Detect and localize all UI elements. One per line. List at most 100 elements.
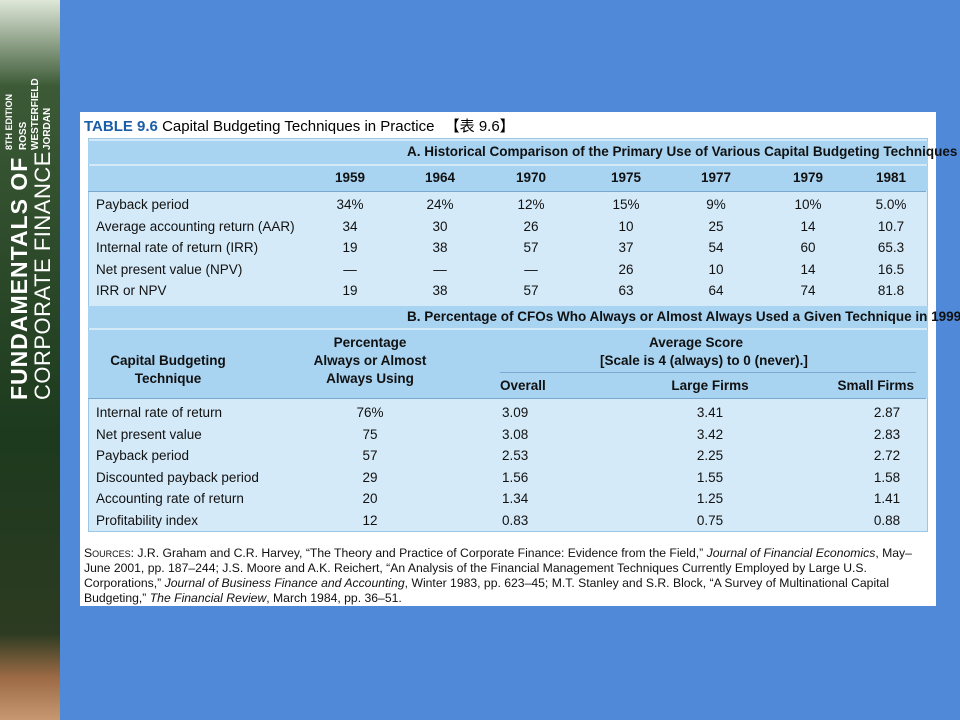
year-header: 1970: [515, 170, 547, 185]
sources-text: J.R. Graham and C.R. Harvey, “The Theory…: [134, 546, 707, 560]
section-heading: A. Historical Comparison of the Primary …: [407, 144, 957, 159]
cell: 37: [618, 240, 634, 255]
cell: 76%: [356, 405, 384, 420]
cell: 2.87: [873, 405, 901, 420]
cell: 63: [618, 283, 634, 298]
year-header: 1975: [610, 170, 642, 185]
sources-journal: The Financial Review: [149, 591, 267, 605]
header-band: [88, 166, 928, 191]
column-header: Always Using: [326, 371, 414, 386]
cell: 3.42: [696, 426, 724, 442]
cell: 3.08: [502, 426, 529, 442]
author: ROSS: [18, 121, 29, 150]
cell: 30: [432, 218, 448, 234]
row-label: Payback period: [96, 448, 190, 464]
cell: 5.0%: [875, 197, 907, 212]
sub-header: Overall: [500, 378, 546, 393]
cell: 12%: [517, 197, 545, 212]
cell: 2.53: [502, 448, 529, 464]
cell: 16.5: [877, 261, 905, 277]
sources-journal: Journal of Financial Economics: [706, 546, 876, 560]
sources-journal: Journal of Business Finance and Accounti…: [164, 576, 405, 590]
header-band: [88, 330, 928, 398]
edition: 8TH EDITION: [4, 93, 14, 150]
cell: 12: [362, 513, 378, 528]
cell: 57: [523, 240, 539, 255]
cell: 2.25: [696, 448, 724, 464]
cell: 10.7: [877, 218, 905, 234]
cell: 1.41: [873, 491, 901, 507]
cell: 26: [523, 218, 539, 234]
year-header: 1977: [700, 170, 732, 185]
cell: 24%: [426, 197, 454, 212]
cell: 10: [618, 218, 634, 234]
cell: 1.25: [696, 491, 724, 507]
cell: 1.34: [502, 491, 529, 507]
column-header: Percentage: [333, 335, 407, 350]
column-header: Average Score: [648, 335, 744, 350]
table-label: TABLE 9.6: [84, 118, 158, 135]
cell: 25: [708, 218, 724, 234]
column-header: Always or Almost: [313, 353, 427, 368]
cell: 10%: [794, 197, 822, 212]
section-heading: B. Percentage of CFOs Who Always or Almo…: [407, 309, 960, 324]
sources: Sources: J.R. Graham and C.R. Harvey, “T…: [84, 546, 924, 606]
year-header: 1964: [424, 170, 456, 185]
title2: CORPORATE FINANCE: [30, 151, 55, 400]
table-tag: 【表 9.6】: [444, 118, 515, 135]
column-header: Capital Budgeting: [110, 353, 226, 368]
cell: 38: [432, 283, 448, 298]
rule: [500, 372, 916, 373]
cell: 19: [342, 283, 358, 298]
cell: 2.72: [873, 448, 901, 464]
cell: 64: [708, 283, 724, 298]
cell: 65.3: [877, 240, 905, 255]
cell: 1.55: [696, 469, 724, 485]
cell: 75: [362, 426, 378, 442]
cell: —: [433, 261, 447, 277]
row-label: Accounting rate of return: [96, 491, 244, 507]
cell: 2.83: [873, 426, 901, 442]
year-header: 1979: [792, 170, 824, 185]
column-header: Technique: [134, 371, 202, 386]
row-label: Average accounting return (AAR): [96, 218, 295, 234]
year-header: 1981: [875, 170, 907, 185]
cell: 60: [800, 240, 816, 255]
cell: 3.09: [502, 405, 529, 420]
author: WESTERFIELD: [30, 78, 41, 150]
book-title: FUNDAMENTALS OF CORPORATE FINANCE 8TH ED…: [0, 30, 60, 690]
cell: 19: [342, 240, 358, 255]
cell: 38: [432, 240, 448, 255]
sources-text: , Winter 1983, pp. 623–45; M.T. Stanley …: [84, 576, 890, 605]
row-label: Discounted payback period: [96, 469, 259, 485]
column-header: [Scale is 4 (always) to 0 (never).]: [600, 353, 808, 368]
table-title: Capital Budgeting Techniques in Practice: [162, 118, 435, 135]
cell: 9%: [706, 197, 726, 212]
row-label: Net present value: [96, 426, 202, 442]
cell: 57: [362, 448, 378, 464]
cell: 14: [800, 218, 816, 234]
cell: 34: [342, 218, 358, 234]
cell: 10: [708, 261, 724, 277]
cell: 26: [618, 261, 634, 277]
header-band: [88, 141, 928, 164]
sidebar: FUNDAMENTALS OF CORPORATE FINANCE 8TH ED…: [0, 0, 60, 720]
table-panel: TABLE 9.6 Capital Budgeting Techniques i…: [80, 112, 960, 606]
table-caption: TABLE 9.6 Capital Budgeting Techniques i…: [84, 115, 515, 136]
cell: 57: [523, 283, 539, 298]
rule: [88, 191, 926, 192]
cell: 81.8: [877, 283, 905, 298]
cell: 20: [362, 491, 378, 507]
row-label: Profitability index: [96, 513, 199, 528]
row-label: Internal rate of return: [96, 405, 223, 420]
sub-header: Small Firms: [837, 378, 914, 393]
sources-text: , May–June 2001, pp. 187–244; J.S. Moore…: [84, 546, 912, 590]
authors: ROSS WESTERFIELD JORDAN: [18, 78, 54, 150]
cell: 3.41: [696, 405, 724, 420]
title1: FUNDAMENTALS OF: [6, 156, 32, 400]
cell: 0.83: [502, 513, 529, 528]
cell: 15%: [612, 197, 640, 212]
cell: 74: [800, 283, 816, 298]
row-label: Internal rate of return (IRR): [96, 240, 259, 255]
